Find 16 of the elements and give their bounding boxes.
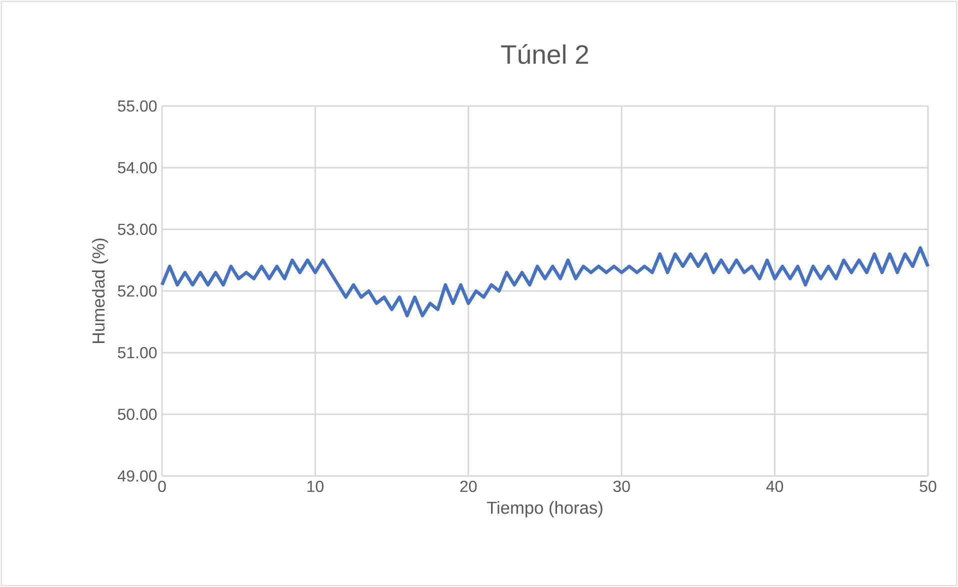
x-tick-label: 0	[158, 480, 166, 492]
y-tick-label: 52.00	[118, 285, 157, 297]
y-tick-label: 49.00	[118, 470, 157, 482]
y-tick-label: 55.00	[118, 100, 157, 112]
x-axis-title: Tiempo (horas)	[486, 501, 602, 518]
x-tick-label: 20	[460, 480, 477, 492]
y-tick-label: 50.00	[118, 408, 157, 420]
y-tick-label: 53.00	[118, 224, 157, 235]
chart-title: Túnel 2	[501, 44, 588, 64]
y-tick-label: 54.00	[118, 162, 157, 174]
x-tick-label: 40	[766, 480, 784, 492]
x-tick-label: 10	[308, 480, 324, 492]
x-tick-label: 30	[613, 480, 630, 492]
y-tick-label: 51.00	[118, 347, 157, 358]
x-tick-label: 50	[920, 480, 936, 492]
y-axis-title: Humedad (%)	[92, 238, 108, 344]
